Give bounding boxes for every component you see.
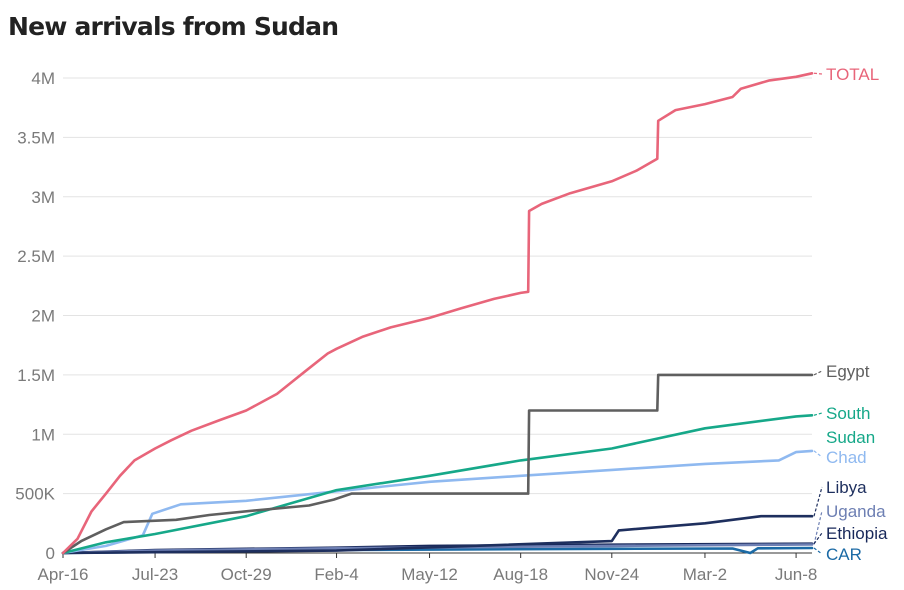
y-tick-label: 500K [15, 485, 55, 504]
series-label: CAR [826, 545, 862, 564]
y-tick-label: 1M [31, 425, 55, 444]
label-leader-line [813, 532, 823, 545]
series-line-chad [61, 449, 814, 555]
label-leader-line [813, 72, 823, 75]
x-axis-ticks: Apr-16 Jul-23 Oct-29 Feb-4 May-12 Aug-18 Nov-2… [37, 553, 817, 584]
series-label: Sudan [826, 428, 875, 447]
series-line-libya [61, 514, 814, 555]
y-tick-label: 3.5M [17, 128, 55, 147]
series-label: South [826, 404, 870, 423]
y-tick-label: 4M [31, 69, 55, 88]
y-tick-label: 2M [31, 307, 55, 326]
y-tick-label: 1.5M [17, 366, 55, 385]
x-tick-label: Mar-2 [683, 565, 727, 584]
y-tick-label: 3M [31, 188, 55, 207]
series-lines [61, 72, 814, 555]
y-axis-ticks: 0 500K 1M 1.5M 2M 2.5M 3M 3.5M 4M [15, 69, 55, 563]
y-tick-label: 2.5M [17, 247, 55, 266]
x-tick-label: May-12 [401, 565, 458, 584]
x-tick-label: Feb-4 [314, 565, 358, 584]
series-label: Egypt [826, 362, 870, 381]
label-leader-line [813, 450, 823, 458]
chart-title: New arrivals from Sudan [8, 12, 339, 41]
x-tick-label: Aug-18 [493, 565, 548, 584]
x-tick-label: Jun-8 [775, 565, 818, 584]
x-tick-label: Jul-23 [132, 565, 178, 584]
label-leader-line [813, 370, 823, 376]
label-leader-line [813, 510, 823, 545]
x-tick-label: Oct-29 [221, 565, 272, 584]
series-label: Uganda [826, 502, 886, 521]
series-line-south-sudan [61, 413, 814, 555]
series-label: TOTAL [826, 65, 879, 84]
label-leader-line [813, 412, 823, 416]
series-label: Libya [826, 478, 867, 497]
y-tick-label: 0 [46, 544, 55, 563]
series-line-egypt [61, 373, 814, 555]
label-leader-line [813, 486, 823, 517]
x-tick-label: Apr-16 [37, 565, 88, 584]
series-line-total [61, 72, 814, 555]
series-label: Chad [826, 448, 867, 467]
series-label: Ethiopia [826, 524, 888, 543]
x-tick-label: Nov-24 [584, 565, 639, 584]
label-leader-line [813, 547, 823, 555]
